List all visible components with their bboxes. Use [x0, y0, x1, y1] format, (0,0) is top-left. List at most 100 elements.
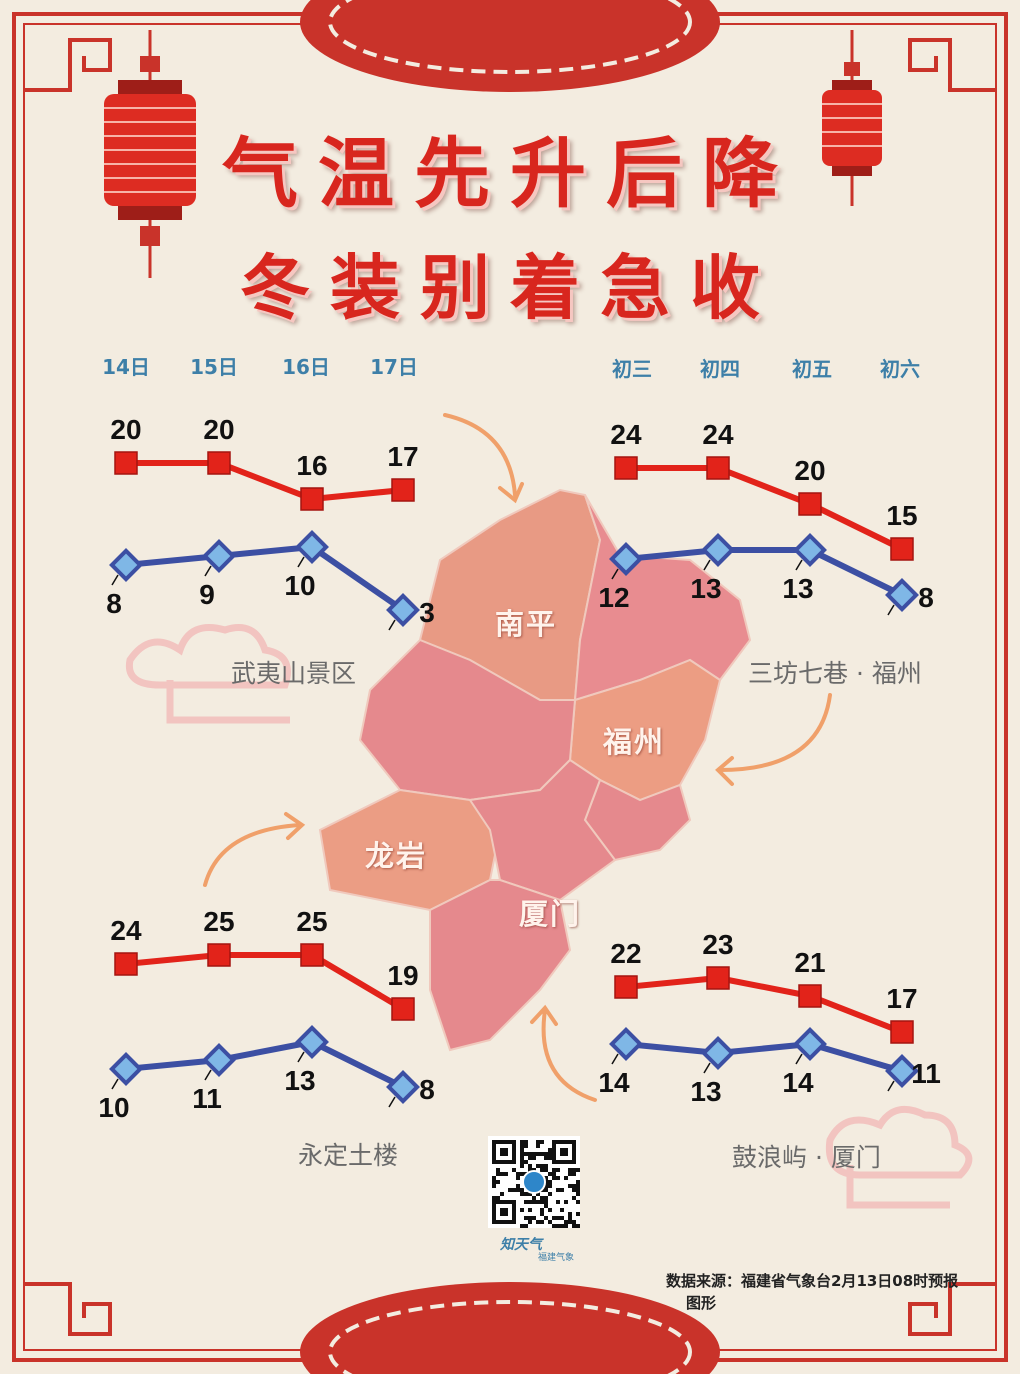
data-source-line1: 数据来源：福建省气象台2月13日08时预报	[666, 1272, 959, 1290]
low-temp-marker	[295, 530, 329, 564]
low-temp-line	[625, 547, 904, 598]
high-temp-marker	[706, 456, 730, 480]
date-label: 初六	[880, 357, 920, 381]
low-temp-label: 13	[782, 573, 813, 604]
low-temp-marker	[885, 1054, 919, 1088]
lantern-right	[822, 30, 882, 206]
high-temp-marker	[798, 492, 822, 516]
bottom-medallion	[300, 1282, 720, 1374]
high-temp-marker	[300, 943, 324, 967]
high-temp-label: 24	[702, 419, 734, 450]
high-temp-marker	[890, 537, 914, 561]
low-temp-label: 10	[98, 1092, 129, 1123]
high-temp-marker	[207, 451, 231, 475]
date-label: 初四	[700, 357, 740, 381]
temperature-chart: 22 23 21 17 14 13 14 11	[598, 929, 940, 1107]
title-line1: 气温先升后降	[222, 129, 798, 218]
low-temp-leader	[611, 568, 619, 580]
low-temp-leader	[297, 1051, 305, 1063]
date-label: 初五	[792, 357, 832, 381]
location-label: 武夷山景区	[231, 659, 357, 688]
high-temp-label: 20	[794, 455, 825, 486]
high-temp-marker	[614, 456, 638, 480]
title-line2: 冬装别着急收	[240, 247, 780, 329]
location-label: 永定土楼	[298, 1141, 399, 1170]
low-temp-leader	[611, 1053, 619, 1065]
low-temp-label: 14	[782, 1067, 814, 1098]
low-temp-label: 9	[199, 579, 215, 610]
city-label-longyan: 龙岩	[364, 839, 428, 873]
low-temp-label: 13	[690, 573, 721, 604]
date-label: 16日	[282, 355, 330, 379]
high-temp-line	[125, 952, 405, 1012]
low-temp-marker	[885, 578, 919, 612]
high-temp-marker	[114, 952, 138, 976]
high-temp-label: 23	[702, 929, 733, 960]
low-temp-leader	[703, 1062, 711, 1074]
high-temp-label: 24	[610, 419, 642, 450]
low-temp-line	[625, 1041, 903, 1074]
low-temp-leader	[795, 559, 803, 571]
high-temp-label: 17	[387, 441, 418, 472]
date-label: 15日	[190, 355, 238, 379]
logo-text: 知天气	[500, 1237, 542, 1253]
low-temp-leader	[204, 1069, 212, 1081]
high-temp-marker	[798, 984, 822, 1008]
high-temp-line	[126, 460, 404, 502]
high-temp-marker	[207, 943, 231, 967]
low-temp-label: 3	[419, 597, 435, 628]
high-temp-label: 22	[610, 938, 641, 969]
low-temp-leader	[388, 1096, 396, 1108]
low-temp-marker	[609, 542, 643, 576]
low-temp-leader	[297, 556, 305, 568]
low-temp-marker	[295, 1025, 329, 1059]
high-temp-label: 21	[794, 947, 825, 978]
low-temp-marker	[793, 1027, 827, 1061]
low-temp-marker	[386, 1070, 420, 1104]
qr-logo-icon	[522, 1170, 546, 1194]
low-temp-leader	[887, 1080, 895, 1092]
city-label-xiamen: 厦门	[518, 897, 582, 931]
low-temp-marker	[609, 1027, 643, 1061]
data-source-line2: 图形	[686, 1294, 717, 1312]
low-temp-marker	[386, 593, 420, 627]
low-temp-label: 12	[598, 582, 629, 613]
city-label-fuzhou: 福州	[602, 725, 666, 759]
low-temp-leader	[887, 604, 895, 616]
high-temp-line	[626, 465, 904, 552]
low-temp-leader	[111, 574, 119, 586]
temperature-chart: 24 24 20 15 12 13 13 8	[598, 419, 934, 616]
high-temp-label: 19	[387, 960, 418, 991]
logo-subtext: 福建气象	[538, 1253, 575, 1263]
cloud-left	[125, 624, 291, 724]
low-temp-label: 8	[106, 588, 122, 619]
cloud-right	[825, 1105, 973, 1209]
high-temp-label: 25	[296, 906, 327, 937]
date-label: 初三	[612, 357, 652, 381]
low-temp-marker	[793, 533, 827, 567]
high-temp-line	[625, 975, 904, 1035]
high-temp-label: 24	[110, 915, 142, 946]
low-temp-label: 11	[192, 1083, 222, 1114]
qr-code[interactable]	[488, 1136, 580, 1228]
low-temp-marker	[701, 533, 735, 567]
top-medallion	[300, 0, 720, 92]
low-temp-label: 14	[598, 1067, 630, 1098]
low-temp-leader	[204, 565, 212, 577]
high-temp-marker	[114, 451, 138, 475]
low-temp-line	[125, 1039, 405, 1090]
low-temp-leader	[703, 559, 711, 571]
city-label-nanping: 南平	[494, 607, 558, 641]
low-temp-label: 11	[911, 1058, 941, 1089]
high-temp-label: 25	[203, 906, 234, 937]
low-temp-label: 10	[284, 570, 315, 601]
high-temp-label: 20	[110, 414, 141, 445]
temperature-chart: 20 20 16 17 8 9 10 3	[106, 414, 435, 631]
arrows	[203, 413, 832, 1102]
low-temp-marker	[109, 548, 143, 582]
low-temp-label: 8	[918, 582, 934, 613]
lantern-left	[104, 30, 196, 278]
